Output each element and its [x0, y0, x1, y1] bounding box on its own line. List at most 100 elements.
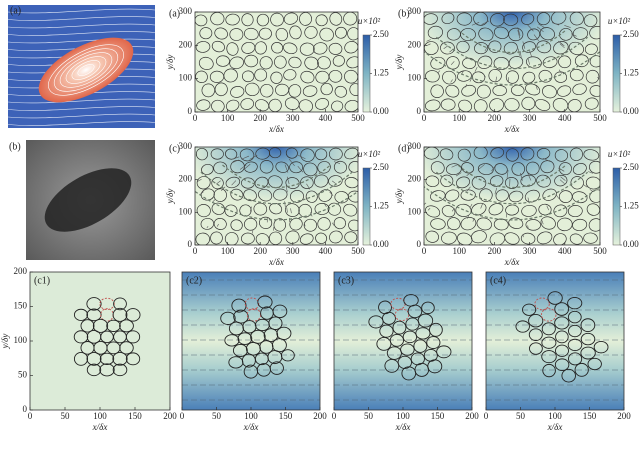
- flow-arrow: [478, 164, 485, 170]
- cell: [561, 368, 576, 383]
- cell: [542, 363, 556, 378]
- plot-frame: [194, 146, 359, 246]
- cell: [441, 231, 457, 245]
- contours: [48, 44, 124, 96]
- cell: [430, 84, 444, 98]
- flow-arrow: [555, 194, 560, 199]
- cell: [569, 233, 583, 245]
- cell: [225, 13, 240, 26]
- cell: [574, 362, 589, 377]
- flow-arrow: [522, 41, 526, 49]
- cell: [243, 161, 258, 173]
- flow-arrow: [469, 77, 472, 82]
- cell: [275, 27, 289, 42]
- cell: [272, 304, 288, 319]
- cell: [112, 352, 128, 366]
- cell: [413, 339, 428, 353]
- cell: [554, 302, 570, 316]
- cell: [525, 161, 540, 176]
- cell: [445, 84, 460, 98]
- cell: [572, 163, 587, 175]
- cell: [303, 218, 318, 232]
- droplet: [44, 168, 132, 232]
- cell: [527, 28, 541, 41]
- y-tick-label: 100: [179, 73, 193, 83]
- cell: [224, 204, 238, 217]
- cell: [430, 218, 446, 230]
- flow-arrow: [494, 187, 498, 195]
- cell: [73, 308, 89, 321]
- cell: [580, 332, 596, 346]
- cell: [232, 344, 248, 357]
- cell: [525, 219, 541, 231]
- cell: [260, 83, 274, 98]
- cell: [572, 218, 588, 232]
- streamline: [7, 98, 156, 104]
- flow-arrow: [527, 225, 529, 230]
- cell: [125, 330, 141, 344]
- flow-arrow: [297, 165, 304, 173]
- plot-frame: [423, 11, 601, 113]
- cell: [584, 43, 598, 55]
- cell: [540, 160, 555, 174]
- cell: [328, 175, 343, 187]
- plot-background: [424, 147, 600, 245]
- cell: [86, 363, 102, 377]
- colorbar: [362, 167, 371, 246]
- cell: [574, 54, 589, 68]
- cell: [476, 217, 492, 231]
- cell: [580, 346, 596, 360]
- cell: [333, 160, 348, 174]
- cell: [572, 191, 588, 204]
- x-tick-label: 200: [163, 411, 177, 421]
- cell: [211, 40, 225, 53]
- x-tick-label: 0: [332, 411, 337, 421]
- cell: [539, 27, 555, 41]
- cell: [119, 319, 134, 333]
- cell: [255, 233, 270, 245]
- x-tick-label: 300: [286, 113, 300, 123]
- cell: [315, 232, 328, 244]
- cell: [488, 40, 502, 53]
- colorbar-tick-label: 2.50: [373, 29, 389, 39]
- panel-label: (b): [398, 8, 410, 19]
- flow-arrow: [589, 189, 594, 192]
- flow-arrow: [605, 64, 607, 66]
- image-label: (b): [9, 141, 21, 152]
- cell: [99, 352, 115, 365]
- cell: [300, 70, 315, 84]
- panel-label: (c4): [490, 275, 506, 286]
- flow-arrow: [466, 214, 470, 219]
- cell: [214, 27, 228, 40]
- arc-streak: [424, 185, 600, 221]
- cell: [492, 84, 507, 97]
- x-tick-label: 150: [431, 411, 445, 421]
- x-tick-label: 150: [583, 411, 597, 421]
- cell: [348, 161, 358, 173]
- flow-arrow: [329, 191, 334, 196]
- y-tick-label: 300: [179, 141, 193, 151]
- x-axis-label: x/δx: [504, 257, 520, 267]
- cell: [196, 204, 211, 218]
- flow-arrow: [450, 61, 455, 66]
- y-tick-label: 200: [14, 266, 28, 276]
- cell: [241, 177, 255, 189]
- x-axis-label: x/δx: [504, 124, 520, 134]
- cell: [555, 344, 569, 357]
- flow-arrow: [220, 186, 226, 191]
- cell: [224, 334, 240, 347]
- cell: [478, 27, 494, 42]
- flow-arrow: [249, 206, 253, 212]
- y-tick-label: 0: [23, 404, 28, 414]
- x-tick-label: 0: [193, 113, 198, 123]
- x-tick-label: 0: [193, 246, 198, 256]
- cell: [335, 26, 347, 39]
- cell: [344, 177, 358, 189]
- cell: [241, 232, 255, 245]
- cell: [283, 42, 298, 55]
- x-tick-label: 150: [128, 411, 142, 421]
- cell: [241, 70, 255, 83]
- flow-arrow: [466, 171, 473, 176]
- flow-arrow: [559, 179, 565, 184]
- flow-arrow: [527, 24, 534, 32]
